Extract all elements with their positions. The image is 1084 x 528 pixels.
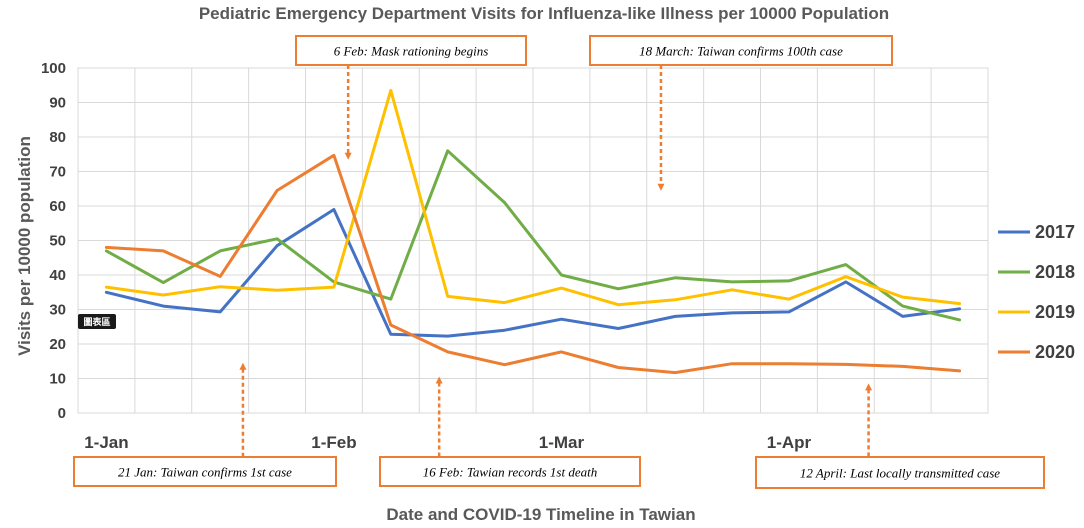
y-tick-label: 90	[49, 95, 66, 112]
annotation-text: 21 Jan: Taiwan confirms 1st case	[118, 465, 292, 480]
legend: 2017 2018 2019 2020	[998, 222, 1075, 362]
x-tick-label: 1-Feb	[311, 433, 356, 452]
annotation: 6 Feb: Mask rationing begins	[295, 35, 527, 160]
tooltip-box	[78, 314, 116, 329]
y-tick-label: 60	[49, 198, 66, 215]
legend-label-2019: 2019	[1035, 302, 1075, 322]
y-tick-label: 10	[49, 371, 66, 388]
y-tick-label: 80	[49, 129, 66, 146]
annotation: 12 April: Last locally transmitted case	[755, 383, 1045, 489]
x-tick-label: 1-Jan	[84, 433, 128, 452]
gridlines	[77, 67, 989, 414]
arrow-head	[657, 183, 665, 191]
y-tick-label: 100	[41, 60, 66, 77]
annotation-box	[755, 456, 1045, 489]
legend-label-2020: 2020	[1035, 342, 1075, 362]
series-line-2019	[104, 88, 962, 307]
annotation-box	[73, 456, 337, 487]
arrow-head	[239, 362, 247, 370]
x-axis-title: Date and COVID-19 Timeline in Tawian	[386, 505, 695, 524]
y-tick-label: 40	[49, 267, 66, 284]
y-tick-label: 70	[49, 164, 66, 181]
annotation: 21 Jan: Taiwan confirms 1st case	[73, 362, 337, 487]
legend-label-2018: 2018	[1035, 262, 1075, 282]
annotation-box	[589, 35, 893, 66]
y-tick-label: 30	[49, 302, 66, 319]
chart-title: Pediatric Emergency Department Visits fo…	[199, 4, 889, 23]
series-line-2018	[104, 149, 962, 322]
y-tick-labels: 0 10 20 30 40 50 60 70 80 90 100	[41, 60, 66, 422]
tooltip: 圖表區	[78, 314, 116, 329]
arrow-head	[344, 152, 352, 160]
x-tick-label: 1-Apr	[767, 433, 812, 452]
annotations: 6 Feb: Mask rationing begins 18 March: Ta…	[73, 35, 1045, 489]
arrow-head	[435, 376, 443, 384]
annotation-text: 12 April: Last locally transmitted case	[800, 466, 1000, 481]
y-tick-label: 0	[58, 405, 66, 422]
legend-label-2017: 2017	[1035, 222, 1075, 242]
annotation-box	[295, 35, 527, 66]
y-tick-label: 20	[49, 336, 66, 353]
arrow-head	[865, 383, 873, 391]
y-tick-label: 50	[49, 233, 66, 250]
x-tick-labels: 1-Jan 1-Feb 1-Mar 1-Apr	[84, 433, 811, 452]
x-tick-label: 1-Mar	[539, 433, 585, 452]
series-line-2017	[104, 208, 962, 338]
y-axis-title: Visits per 10000 population	[15, 136, 34, 356]
series-lines	[104, 88, 962, 375]
annotation: 16 Feb: Tawian records 1st death	[379, 376, 641, 487]
annotation-text: 16 Feb: Tawian records 1st death	[423, 465, 597, 480]
annotation: 18 March: Taiwan confirms 100th case	[589, 35, 893, 191]
series-line-2020	[104, 153, 962, 375]
annotation-text: 6 Feb: Mask rationing begins	[334, 44, 489, 59]
tooltip-label: 圖表區	[83, 316, 110, 327]
annotation-box	[379, 456, 641, 487]
annotation-text: 18 March: Taiwan confirms 100th case	[639, 44, 843, 59]
